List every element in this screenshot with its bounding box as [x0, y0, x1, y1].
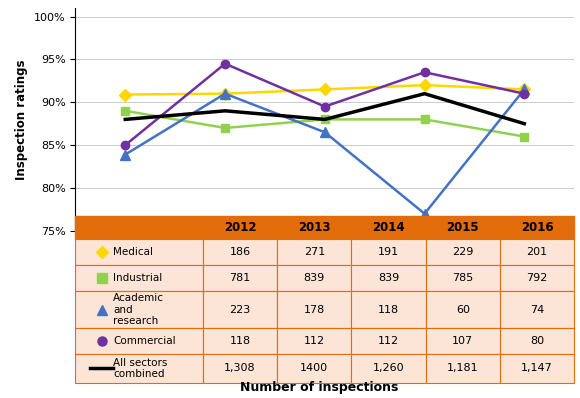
Bar [426, 239, 500, 265]
Bar [75, 328, 203, 354]
Text: 74: 74 [530, 304, 544, 314]
Text: 186: 186 [230, 247, 251, 258]
Y-axis label: Inspection ratings: Inspection ratings [16, 59, 28, 179]
Text: 1,181: 1,181 [447, 363, 478, 373]
Text: Medical: Medical [113, 247, 153, 258]
Text: 107: 107 [452, 336, 473, 346]
Bar [500, 354, 574, 383]
Bar [203, 291, 277, 328]
Text: 785: 785 [452, 273, 473, 283]
Bar [277, 291, 351, 328]
Text: 1,260: 1,260 [373, 363, 404, 373]
Bar [203, 354, 277, 383]
Text: Industrial: Industrial [113, 273, 162, 283]
Bar [426, 291, 500, 328]
Text: Commercial: Commercial [113, 336, 176, 346]
Text: All sectors
combined: All sectors combined [113, 358, 168, 379]
Text: 118: 118 [378, 304, 399, 314]
Bar [75, 291, 203, 328]
Text: 118: 118 [230, 336, 251, 346]
Text: 229: 229 [452, 247, 473, 258]
Bar [426, 354, 500, 383]
Text: 1,147: 1,147 [521, 363, 553, 373]
Bar [277, 328, 351, 354]
Text: 178: 178 [304, 304, 325, 314]
Text: 2016: 2016 [521, 221, 553, 234]
Text: 839: 839 [304, 273, 325, 283]
Bar [75, 239, 203, 265]
Bar [500, 291, 574, 328]
Bar [277, 265, 351, 291]
Bar [500, 216, 574, 239]
Text: 80: 80 [530, 336, 544, 346]
Bar [426, 216, 500, 239]
Bar [351, 216, 426, 239]
Bar [277, 354, 351, 383]
Text: 839: 839 [378, 273, 399, 283]
Text: 271: 271 [304, 247, 325, 258]
Bar [426, 265, 500, 291]
Bar [500, 328, 574, 354]
Bar [351, 291, 426, 328]
Bar [426, 328, 500, 354]
Bar [351, 265, 426, 291]
Text: 792: 792 [527, 273, 548, 283]
Bar [75, 265, 203, 291]
Bar [351, 239, 426, 265]
Text: 112: 112 [378, 336, 399, 346]
Text: Academic
and
research: Academic and research [113, 293, 164, 326]
Text: 2012: 2012 [224, 221, 256, 234]
Text: 112: 112 [304, 336, 325, 346]
Text: 191: 191 [378, 247, 399, 258]
Text: 2014: 2014 [372, 221, 405, 234]
Bar [203, 216, 277, 239]
Bar [203, 239, 277, 265]
Bar [277, 216, 351, 239]
Text: 1400: 1400 [300, 363, 328, 373]
Text: 1,308: 1,308 [224, 363, 256, 373]
Bar [500, 239, 574, 265]
Bar [75, 216, 203, 239]
Bar [351, 328, 426, 354]
Text: 781: 781 [230, 273, 251, 283]
Bar [500, 265, 574, 291]
Text: 223: 223 [230, 304, 251, 314]
Bar [203, 328, 277, 354]
Bar [75, 354, 203, 383]
Text: 2015: 2015 [447, 221, 479, 234]
Text: 2013: 2013 [298, 221, 331, 234]
Bar [351, 354, 426, 383]
Bar [203, 265, 277, 291]
Text: 60: 60 [456, 304, 470, 314]
Bar [277, 239, 351, 265]
Text: Number of inspections: Number of inspections [240, 381, 398, 394]
Text: 201: 201 [527, 247, 548, 258]
